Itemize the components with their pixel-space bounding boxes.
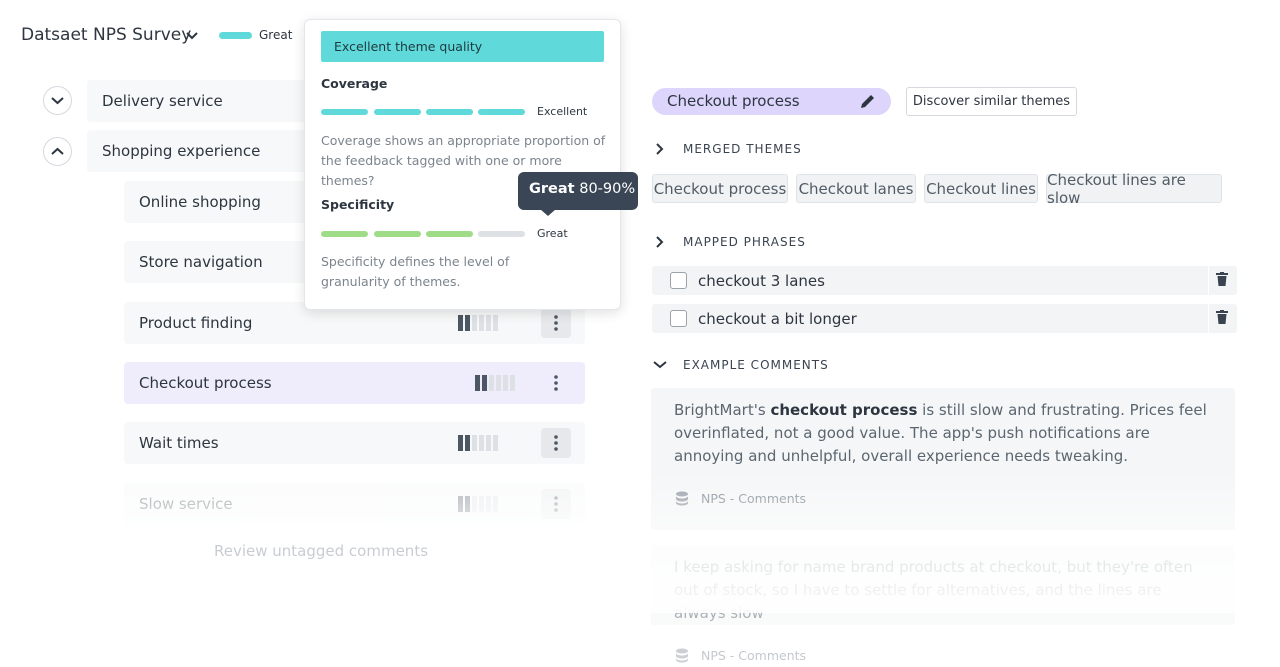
subtheme-row[interactable]: Checkout process bbox=[124, 362, 585, 404]
meter-bar bbox=[493, 315, 498, 331]
edit-icon[interactable] bbox=[859, 93, 876, 110]
checkbox[interactable] bbox=[670, 310, 687, 327]
review-link[interactable]: Review untagged comments bbox=[214, 542, 429, 560]
meter-bar bbox=[479, 435, 484, 451]
specificity-rating: Great bbox=[537, 227, 568, 240]
coverage-rating: Excellent bbox=[537, 105, 588, 118]
strength-meter bbox=[475, 375, 515, 391]
delete-icon[interactable] bbox=[1216, 310, 1228, 329]
meter-bar bbox=[475, 375, 480, 391]
tooltip-label: Great bbox=[529, 181, 575, 197]
strength-meter bbox=[458, 315, 498, 331]
coverage-description: Coverage shows an appropriate proportion… bbox=[321, 133, 606, 188]
chevron-right[interactable] bbox=[654, 142, 666, 156]
quality-pill bbox=[219, 32, 252, 39]
subtheme-label: Online shopping bbox=[139, 193, 261, 211]
section-title: EXAMPLE COMMENTS bbox=[683, 358, 829, 372]
tooltip: Great 80-90% bbox=[518, 172, 638, 210]
comment-highlight: checkout process bbox=[770, 401, 918, 419]
comment-part: BrightMart's bbox=[674, 401, 771, 419]
discover-button[interactable]: Discover similar themes bbox=[906, 87, 1077, 116]
subtheme-label: Checkout process bbox=[139, 374, 272, 392]
quality-popover: Excellent theme quality Coverage Excelle… bbox=[304, 19, 621, 310]
phrase-row: checkout a bit longer bbox=[652, 304, 1237, 333]
tooltip-range: 80-90% bbox=[579, 181, 636, 197]
survey-title[interactable]: Datsaet NPS Survey bbox=[21, 25, 192, 45]
meter-bar bbox=[472, 315, 477, 331]
divider bbox=[1208, 266, 1209, 295]
meter-bar bbox=[465, 435, 470, 451]
menu-button[interactable] bbox=[541, 368, 571, 398]
meter-bar bbox=[458, 435, 463, 451]
source-icon bbox=[675, 648, 689, 667]
comment-source: NPS - Comments bbox=[701, 648, 807, 663]
delete-icon[interactable] bbox=[1216, 272, 1228, 291]
chevron-down[interactable] bbox=[652, 359, 668, 371]
menu-button[interactable] bbox=[541, 428, 571, 458]
tooltip-arrow bbox=[540, 209, 556, 216]
section-title: MERGED THEMES bbox=[683, 142, 802, 156]
comment-part: is still slow and frustrating. Prices fe… bbox=[674, 401, 1207, 465]
meter-bar bbox=[510, 375, 515, 391]
meter-bar bbox=[482, 375, 487, 391]
specificity-title: Specificity bbox=[321, 197, 395, 212]
meter-bar bbox=[503, 375, 508, 391]
merged-chip[interactable]: Checkout lines bbox=[924, 174, 1038, 203]
specificity-description: Specificity defines the level of granula… bbox=[321, 254, 510, 289]
subtheme-row[interactable]: Wait times bbox=[124, 422, 585, 464]
meter-bar bbox=[472, 435, 477, 451]
meter-bar bbox=[493, 435, 498, 451]
phrase-text: checkout a bit longer bbox=[698, 309, 857, 328]
meter-bar bbox=[479, 315, 484, 331]
meter-bar bbox=[486, 315, 491, 331]
theme-pill[interactable]: Checkout process bbox=[652, 88, 891, 115]
merged-chip[interactable]: Checkout lines are slow bbox=[1046, 171, 1222, 207]
collapse-button[interactable] bbox=[43, 137, 72, 166]
meter-bar bbox=[489, 375, 494, 391]
chevron-right[interactable] bbox=[654, 235, 666, 249]
section-title: MAPPED PHRASES bbox=[683, 235, 806, 249]
fade bbox=[640, 470, 1280, 613]
page: Datsaet NPS Survey Great Delivery servic… bbox=[0, 19, 1280, 663]
checkbox[interactable] bbox=[670, 272, 687, 289]
meter-bar bbox=[465, 315, 470, 331]
coverage-title: Coverage bbox=[321, 76, 388, 91]
subtheme-label: Product finding bbox=[139, 314, 253, 332]
comment-text: BrightMart's checkout process is still s… bbox=[674, 399, 1214, 468]
quality-label: Great bbox=[259, 28, 293, 42]
meter-bar bbox=[486, 435, 491, 451]
dropdown-chevron[interactable] bbox=[185, 30, 199, 42]
merged-chip[interactable]: Checkout lanes bbox=[796, 174, 916, 203]
phrase-text: checkout 3 lanes bbox=[698, 271, 825, 290]
meter-bar bbox=[458, 315, 463, 331]
divider bbox=[1208, 304, 1209, 333]
subtheme-label: Wait times bbox=[139, 434, 219, 452]
merged-chip[interactable]: Checkout process bbox=[652, 174, 788, 203]
fade bbox=[0, 460, 640, 613]
subtheme-label: Store navigation bbox=[139, 253, 263, 271]
banner: Excellent theme quality bbox=[321, 31, 604, 62]
menu-button[interactable] bbox=[541, 308, 571, 338]
expand-button[interactable] bbox=[43, 86, 72, 115]
phrase-row: checkout 3 lanes bbox=[652, 266, 1237, 295]
strength-meter bbox=[458, 435, 498, 451]
meter-bar bbox=[496, 375, 501, 391]
